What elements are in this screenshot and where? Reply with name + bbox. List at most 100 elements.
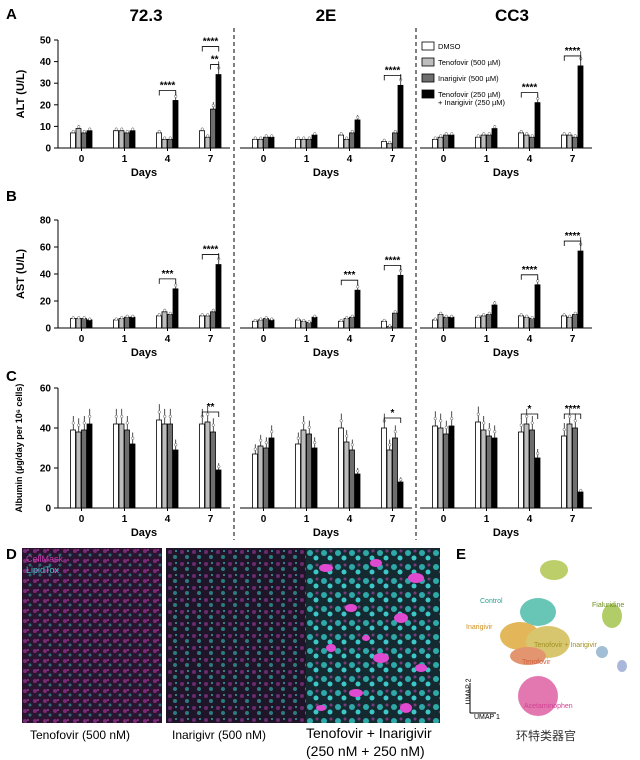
column-title-72-3: 72.3 bbox=[129, 6, 163, 25]
bar-combo bbox=[172, 288, 179, 329]
bar-tenofovir bbox=[386, 449, 393, 509]
bar-inarigivir bbox=[349, 449, 355, 509]
data-point bbox=[120, 316, 124, 320]
data-point bbox=[163, 308, 167, 312]
bar-dmso bbox=[518, 132, 524, 149]
y-tick-label: 40 bbox=[40, 270, 52, 281]
bar-inarigivir bbox=[210, 311, 216, 329]
legend-dmso-swatch bbox=[421, 41, 435, 51]
data-point bbox=[253, 318, 257, 322]
bar-inarigivir bbox=[443, 433, 449, 509]
bar-inarigivir bbox=[392, 312, 398, 329]
bar-tenofovir bbox=[204, 136, 211, 149]
x-tick-label: 0 bbox=[441, 514, 447, 525]
y-tick-label: 0 bbox=[45, 144, 51, 155]
data-point bbox=[163, 136, 167, 140]
data-point bbox=[200, 127, 204, 131]
data-point bbox=[302, 136, 306, 140]
bar-combo bbox=[354, 473, 361, 509]
data-point bbox=[168, 136, 172, 140]
bar-combo bbox=[448, 134, 455, 149]
x-tick-label: 1 bbox=[304, 514, 310, 525]
significance-bracket bbox=[158, 90, 177, 96]
legend-lipidtox: LipidTox bbox=[26, 565, 60, 575]
data-point bbox=[388, 324, 392, 328]
x-axis-title: Days bbox=[131, 347, 157, 359]
data-point bbox=[345, 136, 349, 140]
data-point bbox=[259, 136, 263, 140]
bar-tenofovir bbox=[257, 319, 264, 329]
data-point bbox=[307, 425, 311, 429]
bar-inarigivir bbox=[529, 136, 535, 149]
x-tick-label: 4 bbox=[347, 514, 353, 525]
bar-combo bbox=[448, 425, 455, 509]
y-tick-label: 80 bbox=[40, 216, 52, 227]
data-point bbox=[476, 412, 480, 416]
y-tick-label: 60 bbox=[40, 243, 52, 254]
significance-label: **** bbox=[522, 265, 538, 276]
bar-dmso bbox=[475, 316, 481, 329]
data-point bbox=[131, 314, 135, 318]
bar-tenofovir bbox=[523, 134, 530, 149]
data-point bbox=[307, 136, 311, 140]
data-point bbox=[439, 419, 443, 423]
x-tick-label: 4 bbox=[527, 514, 533, 525]
legend-cellmask: CellMask bbox=[26, 554, 64, 564]
bar-dmso bbox=[156, 315, 162, 329]
x-axis-title: Days bbox=[313, 347, 339, 359]
x-tick-label: 1 bbox=[304, 154, 310, 165]
data-point bbox=[88, 414, 92, 418]
y-tick-label: 60 bbox=[40, 384, 52, 395]
data-point bbox=[562, 427, 566, 432]
significance-bracket bbox=[340, 279, 359, 286]
bar-dmso bbox=[113, 130, 119, 149]
data-point bbox=[264, 316, 268, 320]
significance-label: **** bbox=[565, 231, 581, 242]
data-point bbox=[399, 478, 403, 482]
bar-inarigivir bbox=[486, 314, 492, 329]
bar-dmso bbox=[338, 320, 344, 329]
data-point bbox=[450, 417, 454, 421]
bar-inarigivir bbox=[263, 318, 269, 329]
significance-bracket bbox=[563, 240, 582, 247]
data-point bbox=[174, 443, 178, 447]
bar-tenofovir bbox=[257, 138, 264, 149]
x-tick-label: 4 bbox=[165, 154, 171, 165]
data-point bbox=[296, 317, 300, 321]
data-point bbox=[296, 436, 300, 440]
data-point bbox=[174, 283, 178, 287]
y-tick-label: 30 bbox=[40, 79, 52, 90]
data-point bbox=[493, 301, 497, 305]
bar-inarigivir bbox=[167, 423, 173, 509]
x-tick-label: 1 bbox=[122, 154, 128, 165]
data-point bbox=[345, 434, 349, 438]
data-point bbox=[525, 314, 529, 318]
data-point bbox=[562, 132, 566, 136]
x-tick-label: 7 bbox=[570, 154, 576, 165]
bar-tenofovir bbox=[437, 314, 444, 329]
bar-dmso bbox=[518, 315, 524, 329]
x-tick-label: 0 bbox=[79, 514, 85, 525]
data-point bbox=[82, 129, 86, 134]
data-point bbox=[157, 129, 161, 134]
data-point bbox=[82, 316, 86, 320]
y-tick-label: 50 bbox=[40, 36, 52, 47]
significance-label: *** bbox=[162, 269, 174, 280]
data-point bbox=[313, 441, 317, 445]
x-tick-label: 7 bbox=[208, 514, 214, 525]
umap-cluster-top bbox=[540, 560, 568, 580]
umap-axis-1: UMAP 1 bbox=[474, 714, 500, 721]
bar-inarigivir bbox=[572, 314, 578, 329]
significance-label: **** bbox=[203, 245, 219, 256]
bar-dmso bbox=[381, 427, 387, 509]
significance-bracket bbox=[383, 74, 402, 81]
x-tick-label: 0 bbox=[261, 334, 267, 345]
data-point bbox=[439, 134, 443, 138]
data-point bbox=[482, 132, 486, 136]
bar-combo bbox=[491, 437, 498, 509]
x-axis-title: Days bbox=[131, 167, 157, 179]
significance-label: * bbox=[528, 404, 532, 415]
x-axis-title: Days bbox=[131, 527, 157, 539]
data-point bbox=[568, 132, 572, 136]
